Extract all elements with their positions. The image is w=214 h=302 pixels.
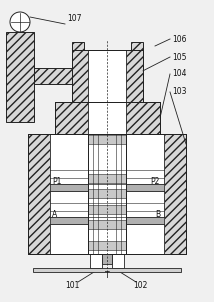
- Bar: [112, 254, 124, 268]
- Text: P1: P1: [52, 177, 61, 186]
- Text: B: B: [155, 210, 160, 219]
- Text: 104: 104: [172, 69, 186, 79]
- Bar: [88, 241, 126, 250]
- Bar: [50, 217, 164, 224]
- Bar: [33, 268, 181, 272]
- Bar: [55, 102, 160, 134]
- Text: 103: 103: [172, 88, 186, 97]
- Bar: [28, 134, 50, 254]
- Bar: [55, 102, 160, 134]
- Text: 101: 101: [65, 281, 79, 291]
- Bar: [88, 50, 126, 102]
- Bar: [102, 254, 112, 264]
- Bar: [88, 205, 126, 214]
- Text: 106: 106: [172, 34, 186, 43]
- Text: T: T: [105, 271, 109, 281]
- Bar: [88, 220, 126, 229]
- Bar: [164, 134, 186, 254]
- Bar: [88, 102, 126, 134]
- Bar: [131, 42, 143, 50]
- Bar: [88, 134, 126, 254]
- Bar: [90, 254, 102, 268]
- Text: P2: P2: [151, 177, 160, 186]
- Bar: [88, 135, 126, 144]
- Bar: [72, 42, 84, 50]
- Bar: [72, 50, 143, 102]
- Bar: [72, 50, 143, 102]
- Bar: [34, 68, 72, 84]
- Bar: [6, 32, 34, 122]
- Bar: [50, 134, 164, 254]
- Circle shape: [10, 12, 30, 32]
- Bar: [88, 174, 126, 183]
- Bar: [88, 189, 126, 198]
- Text: 102: 102: [133, 281, 147, 291]
- Text: 107: 107: [67, 14, 82, 23]
- Text: 105: 105: [172, 53, 186, 62]
- Text: A: A: [52, 210, 57, 219]
- Bar: [50, 184, 164, 191]
- Bar: [28, 134, 186, 254]
- Bar: [88, 134, 126, 254]
